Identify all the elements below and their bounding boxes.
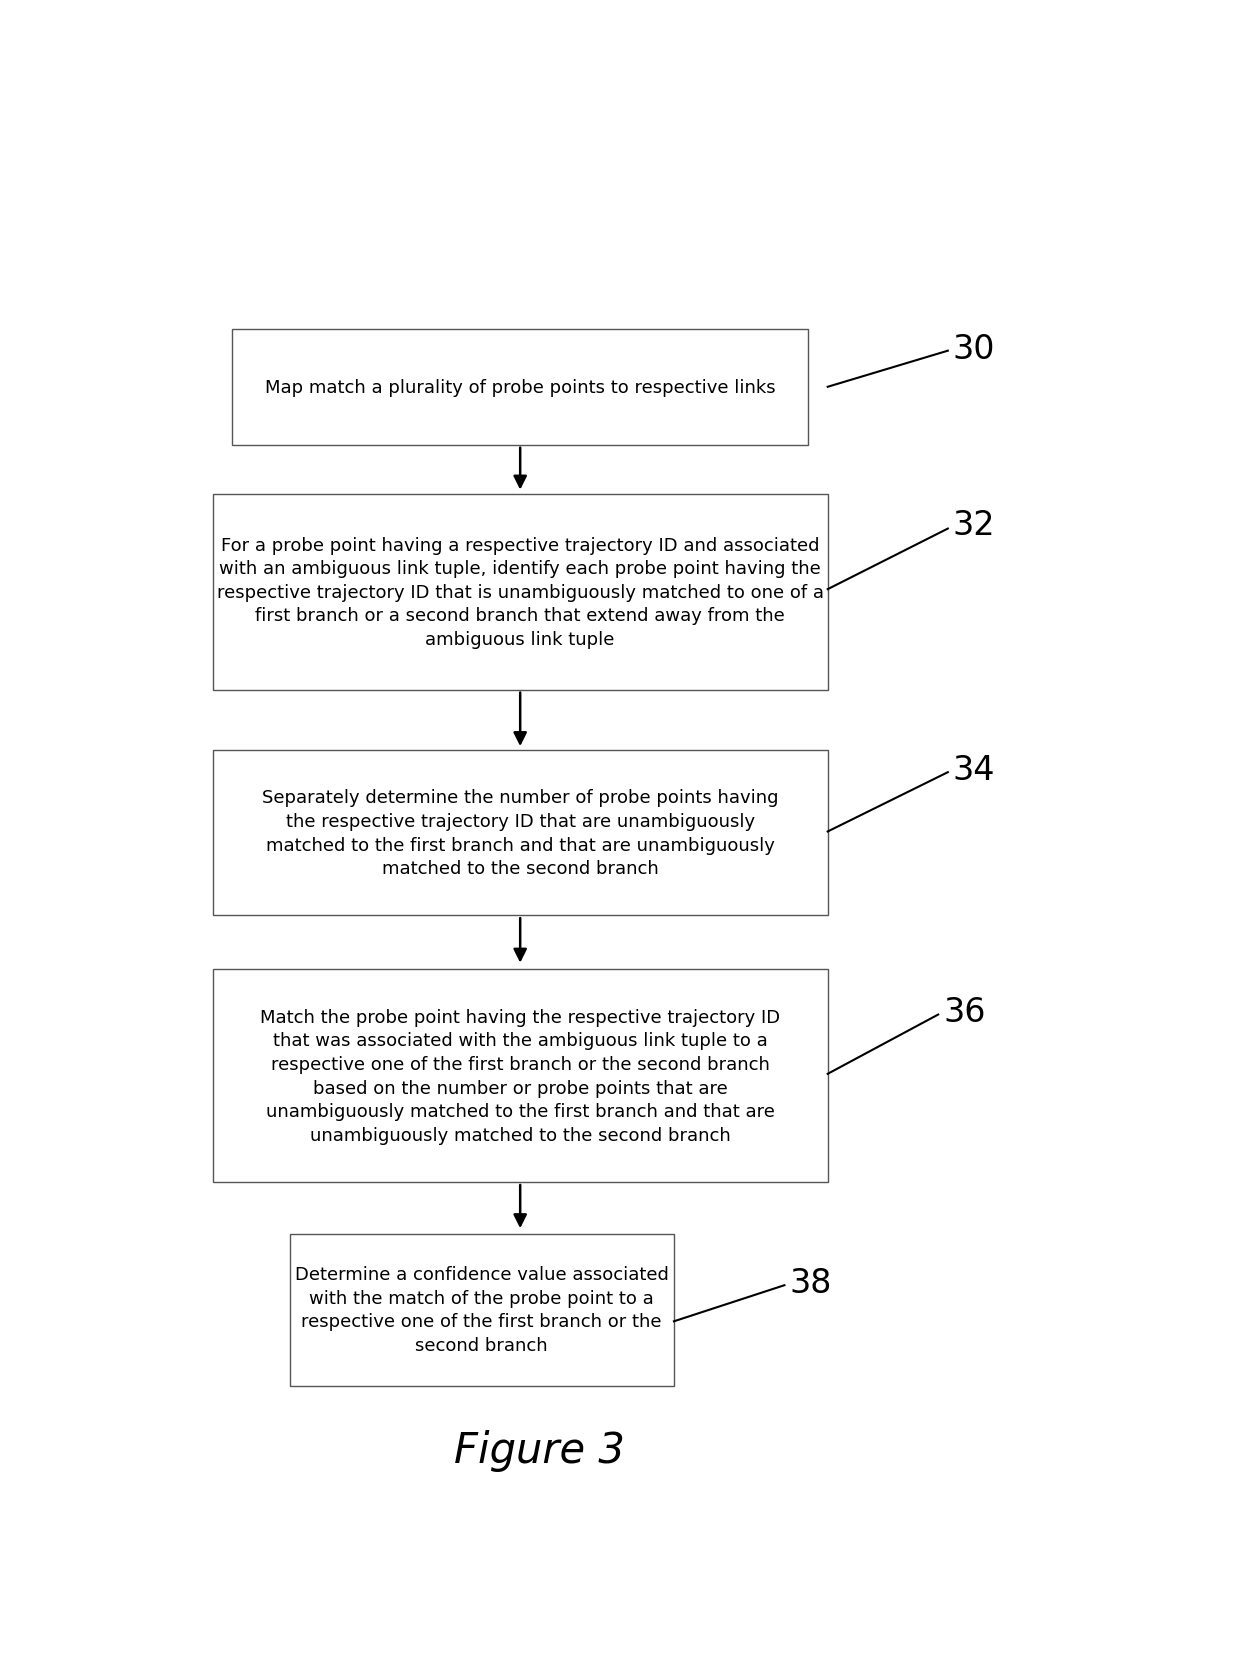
FancyBboxPatch shape <box>213 751 828 915</box>
FancyBboxPatch shape <box>213 495 828 691</box>
Text: Separately determine the number of probe points having
the respective trajectory: Separately determine the number of probe… <box>262 790 779 878</box>
Text: Map match a plurality of probe points to respective links: Map match a plurality of probe points to… <box>265 378 775 397</box>
Text: Figure 3: Figure 3 <box>454 1429 625 1471</box>
Text: Match the probe point having the respective trajectory ID
that was associated wi: Match the probe point having the respect… <box>260 1009 780 1144</box>
Text: Determine a confidence value associated
with the match of the probe point to a
r: Determine a confidence value associated … <box>295 1265 668 1353</box>
Text: 34: 34 <box>952 753 996 786</box>
FancyBboxPatch shape <box>232 330 808 445</box>
FancyBboxPatch shape <box>213 970 828 1183</box>
Text: 30: 30 <box>952 333 996 365</box>
Text: For a probe point having a respective trajectory ID and associated
with an ambig: For a probe point having a respective tr… <box>217 537 823 649</box>
FancyBboxPatch shape <box>290 1235 675 1385</box>
Text: 32: 32 <box>952 509 996 542</box>
Text: 36: 36 <box>942 995 986 1029</box>
Text: 38: 38 <box>789 1266 832 1300</box>
